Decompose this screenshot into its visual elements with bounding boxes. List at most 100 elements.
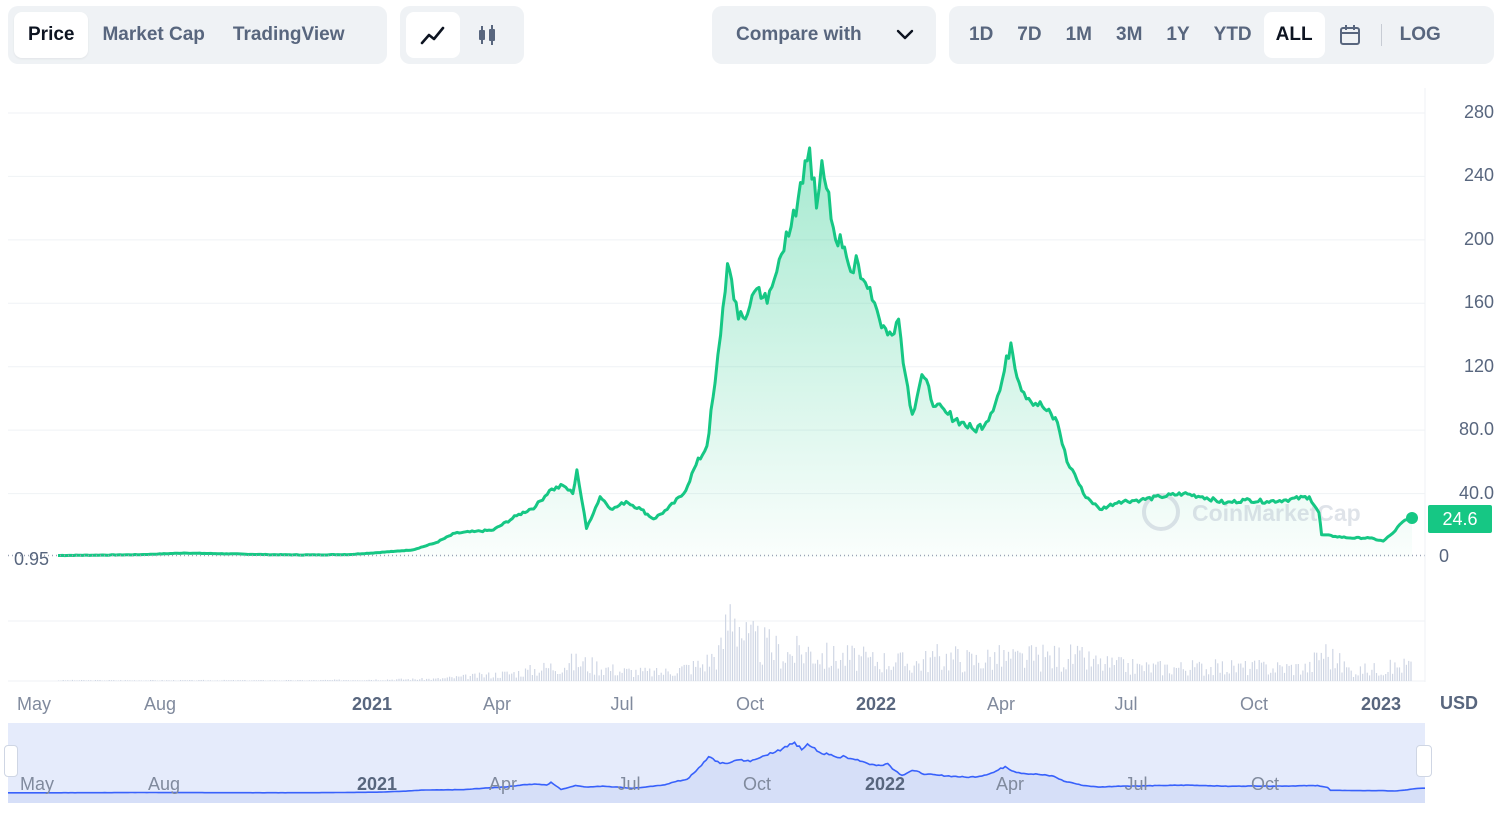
volume-bar	[706, 654, 708, 681]
volume-bar	[1111, 657, 1113, 681]
volume-bar	[414, 679, 416, 681]
volume-bar	[501, 671, 504, 681]
volume-bar	[513, 672, 515, 681]
volume-bar	[1221, 661, 1223, 681]
volume-bar	[1290, 664, 1292, 681]
volume-bar	[1231, 660, 1233, 681]
volume-bar	[619, 671, 621, 681]
volume-bar	[957, 649, 959, 681]
volume-bar	[467, 679, 469, 681]
volume-bar	[780, 668, 782, 681]
range-3m[interactable]: 3M	[1116, 24, 1143, 45]
volume-bar	[389, 679, 391, 681]
volume-bar	[623, 668, 625, 681]
volume-bar	[1116, 660, 1118, 681]
y-tick-label: 0	[1439, 546, 1450, 566]
volume-bar	[506, 671, 508, 681]
volume-bar	[145, 680, 147, 681]
volume-bar	[317, 680, 320, 681]
volume-bar	[736, 646, 738, 681]
volume-bar	[294, 680, 297, 681]
volume-bar	[1247, 675, 1249, 681]
volume-bar	[338, 679, 340, 681]
volume-bar	[934, 656, 936, 681]
navigator-line	[8, 741, 1425, 794]
navigator-left-handle[interactable]	[4, 745, 18, 777]
volume-bar	[1309, 661, 1311, 681]
volume-bar	[1316, 652, 1318, 681]
compare-dropdown[interactable]: Compare with	[712, 6, 936, 64]
range-ytd[interactable]: YTD	[1213, 24, 1252, 45]
range-7d[interactable]: 7D	[1017, 24, 1042, 45]
volume-bar	[1185, 670, 1187, 681]
volume-bar	[568, 663, 570, 681]
volume-bar	[336, 679, 338, 681]
volume-bar	[605, 667, 607, 681]
volume-bar	[863, 646, 865, 681]
range-all[interactable]: ALL	[1263, 12, 1325, 58]
volume-bar	[499, 677, 501, 681]
x-tick-label: Oct	[1239, 694, 1269, 714]
volume-bar	[1254, 660, 1256, 681]
calendar-icon[interactable]	[1325, 12, 1375, 58]
range-1m[interactable]: 1M	[1065, 24, 1092, 45]
volume-bar	[432, 678, 435, 681]
volume-bar	[409, 680, 412, 681]
volume-bar	[1226, 672, 1228, 681]
volume-bar	[775, 635, 777, 681]
volume-bar	[819, 664, 821, 681]
volume-bar	[950, 652, 952, 681]
volume-bar	[729, 604, 731, 681]
range-1y[interactable]: 1Y	[1166, 24, 1190, 45]
volume-bar	[1102, 670, 1104, 681]
volume-bar	[823, 668, 826, 681]
volume-bar	[262, 680, 264, 681]
volume-bar	[649, 668, 651, 681]
volume-bar	[1251, 662, 1253, 681]
line-chart-icon[interactable]	[406, 12, 460, 58]
volume-bar	[748, 633, 750, 681]
volume-bar	[1343, 661, 1345, 681]
volume-bar	[761, 664, 763, 681]
volume-bar	[1097, 664, 1099, 681]
candlestick-icon[interactable]	[460, 12, 514, 58]
volume-bar	[69, 680, 71, 681]
volume-bar	[564, 667, 566, 681]
volume-bar	[531, 675, 533, 681]
volume-bar	[690, 674, 692, 681]
volume-bar	[1063, 667, 1065, 681]
volume-bar	[938, 656, 941, 681]
log-toggle[interactable]: LOG	[1399, 24, 1441, 45]
volume-bar	[352, 680, 354, 681]
navigator-label: May	[19, 774, 55, 794]
volume-bar	[490, 678, 492, 681]
range-1d[interactable]: 1D	[969, 24, 994, 45]
volume-bar	[87, 680, 90, 681]
volume-bar	[1033, 660, 1035, 681]
x-tick-label: Oct	[735, 694, 765, 714]
tab-tradingview[interactable]: TradingView	[232, 24, 345, 45]
volume-bar	[660, 672, 662, 681]
volume-bar	[127, 680, 129, 681]
volume-bar	[589, 673, 591, 681]
volume-bar	[1334, 668, 1336, 681]
volume-bar	[292, 680, 294, 681]
volume-bar	[113, 680, 115, 681]
volume-bar	[835, 661, 837, 681]
volume-bar	[1026, 659, 1028, 681]
volume-bar	[626, 668, 628, 681]
volume-bar	[745, 622, 747, 681]
volume-bar	[711, 653, 713, 681]
volume-bar	[299, 680, 301, 681]
volume-bar	[738, 627, 740, 681]
tab-market-cap[interactable]: Market Cap	[102, 24, 205, 45]
currency-label: USD	[1440, 693, 1479, 713]
volume-bar	[545, 667, 547, 681]
volume-bar	[867, 657, 869, 681]
navigator-right-handle[interactable]	[1416, 745, 1432, 777]
volume-bar	[522, 676, 524, 681]
volume-bar	[1056, 666, 1058, 681]
volume-bar	[396, 679, 398, 681]
tab-price[interactable]: Price	[14, 12, 89, 58]
volume-bar	[1274, 672, 1276, 681]
